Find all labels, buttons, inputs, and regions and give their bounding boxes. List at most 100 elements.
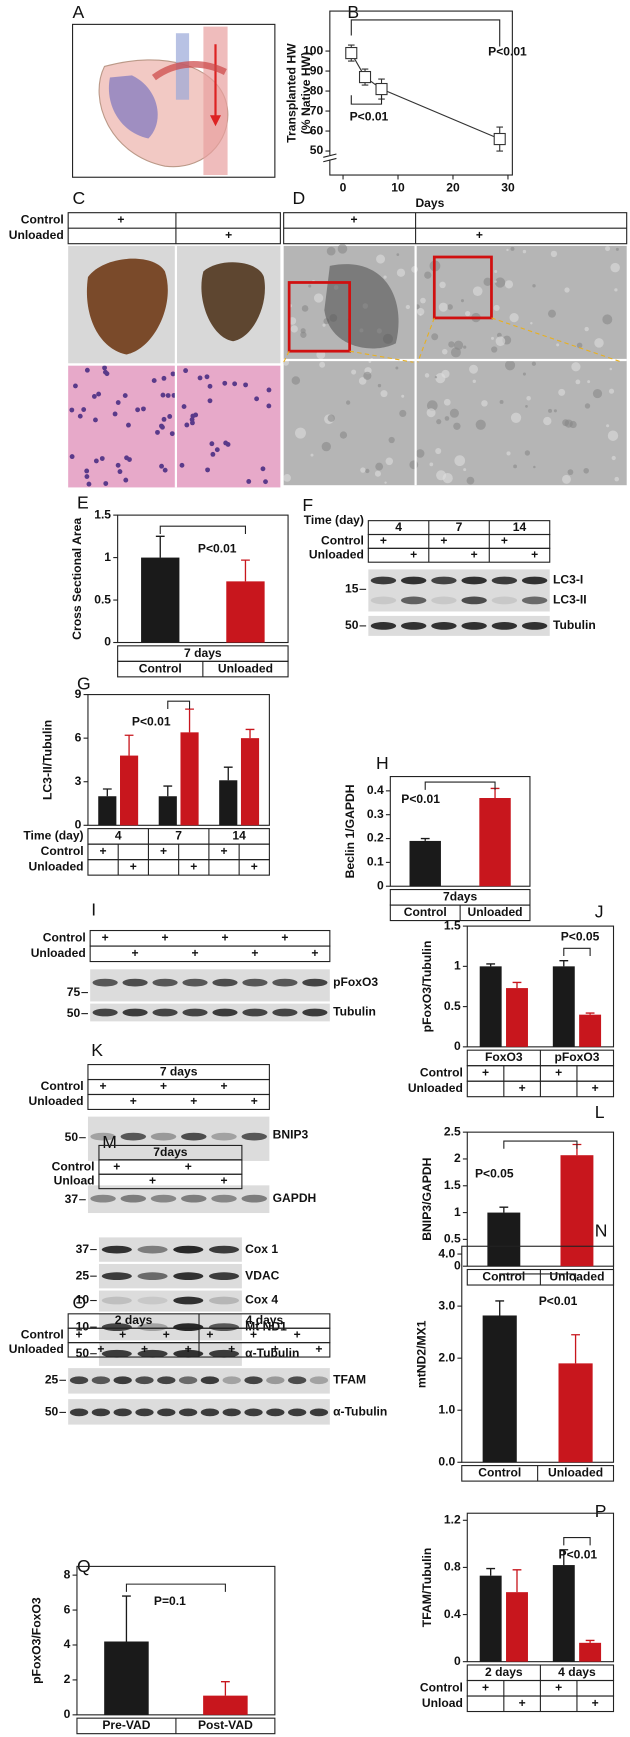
y-tick-label: 100 <box>303 43 323 57</box>
plus-mark: + <box>132 946 139 960</box>
heart-photo-control <box>86 258 168 355</box>
texture <box>558 388 566 396</box>
data-point <box>493 132 506 146</box>
blot-band <box>137 1245 168 1254</box>
nucleus <box>115 400 121 405</box>
texture <box>321 441 331 452</box>
texture <box>396 253 400 256</box>
plus-mark: + <box>250 1328 257 1342</box>
nucleus <box>169 431 175 437</box>
texture <box>363 371 372 380</box>
plus-mark: + <box>220 1079 227 1093</box>
y-tick-label: 2.0 <box>438 1350 455 1364</box>
error-bar <box>495 1300 505 1316</box>
texture <box>475 419 486 430</box>
blot-band <box>122 1008 148 1017</box>
plus-mark: + <box>251 946 258 960</box>
texture <box>426 400 438 411</box>
table-title: Time (day) <box>304 513 364 527</box>
nucleus <box>243 382 249 388</box>
blot-band <box>101 1323 132 1331</box>
texture <box>337 244 348 254</box>
blot-band <box>200 1376 220 1385</box>
bar <box>552 966 575 1047</box>
band-label: Mt ND1 <box>245 1319 287 1333</box>
category-label: Unloaded <box>549 1269 604 1283</box>
blot-band <box>521 622 548 630</box>
blot-band <box>113 1408 132 1417</box>
panel-letter: H <box>376 753 389 773</box>
plus-mark: + <box>130 1094 137 1108</box>
texture <box>416 308 425 316</box>
table-row <box>67 1342 331 1358</box>
texture <box>522 372 526 376</box>
blot-band <box>150 1194 177 1203</box>
blot-band <box>178 1376 198 1385</box>
texture <box>522 249 527 254</box>
nucleus <box>207 398 213 404</box>
texture <box>611 455 616 461</box>
row-label: Control <box>21 1328 64 1342</box>
texture <box>564 419 573 428</box>
y-tick-label: 0.4 <box>444 1607 461 1621</box>
texture <box>409 460 419 470</box>
texture <box>615 247 619 251</box>
error-bar <box>241 559 250 582</box>
blot-strip <box>87 1185 270 1214</box>
table-header: 7 days <box>160 1064 198 1078</box>
table-title: Time (day) <box>23 829 83 843</box>
blot-band <box>370 596 397 605</box>
blot-band <box>309 1376 329 1385</box>
texture <box>594 338 604 348</box>
error-bar <box>490 787 500 799</box>
panel-letter: E <box>77 493 89 513</box>
band-label: Cox 1 <box>245 1242 278 1256</box>
panel-letter: K <box>91 1040 103 1060</box>
blot-band <box>400 622 427 630</box>
texture <box>583 467 589 474</box>
nucleus <box>209 441 215 447</box>
nucleus <box>86 481 92 487</box>
bar <box>506 988 528 1047</box>
texture <box>567 469 574 476</box>
panel-letter: O <box>73 1292 87 1312</box>
annotation: P<0.01 <box>539 1294 578 1308</box>
texture <box>300 328 306 334</box>
texture <box>365 468 370 474</box>
panel-letter: D <box>292 188 305 208</box>
panel-letter: F <box>302 495 313 515</box>
significance-bracket <box>503 1140 578 1149</box>
plus-mark: + <box>130 860 137 874</box>
y-tick-label: 2.5 <box>444 1124 461 1138</box>
plus-mark: + <box>315 1342 322 1356</box>
texture <box>424 373 430 378</box>
plus-mark: + <box>555 1066 562 1080</box>
plot-frame <box>466 925 615 1048</box>
y-tick-label: 8 <box>64 1567 71 1581</box>
blot-band <box>491 576 518 585</box>
annotation: P<0.05 <box>475 1166 514 1180</box>
band-label: α-Tubulin <box>333 1405 387 1419</box>
nucleus <box>159 423 164 429</box>
texture <box>504 360 516 371</box>
blot-band <box>287 1376 307 1385</box>
panel-letter: J <box>595 901 604 921</box>
texture <box>383 275 387 279</box>
y-tick-label: 0.3 <box>367 807 384 821</box>
error-bar <box>512 1569 522 1593</box>
blot-band <box>209 1245 240 1254</box>
nucleus <box>210 451 216 457</box>
heart-photo-unloaded <box>201 262 265 342</box>
nucleus <box>81 407 87 412</box>
texture <box>401 394 405 398</box>
significance-bracket <box>159 525 247 534</box>
size-marker: 50 <box>67 1006 81 1020</box>
row-label: Unloaded <box>309 547 364 561</box>
plus-mark: + <box>471 547 478 561</box>
texture <box>346 400 351 405</box>
nucleus <box>207 383 213 389</box>
category-label: Post-VAD <box>198 1718 253 1732</box>
band-label: pFoxO3 <box>333 975 378 989</box>
texture <box>510 246 515 251</box>
table-row <box>98 1159 243 1175</box>
